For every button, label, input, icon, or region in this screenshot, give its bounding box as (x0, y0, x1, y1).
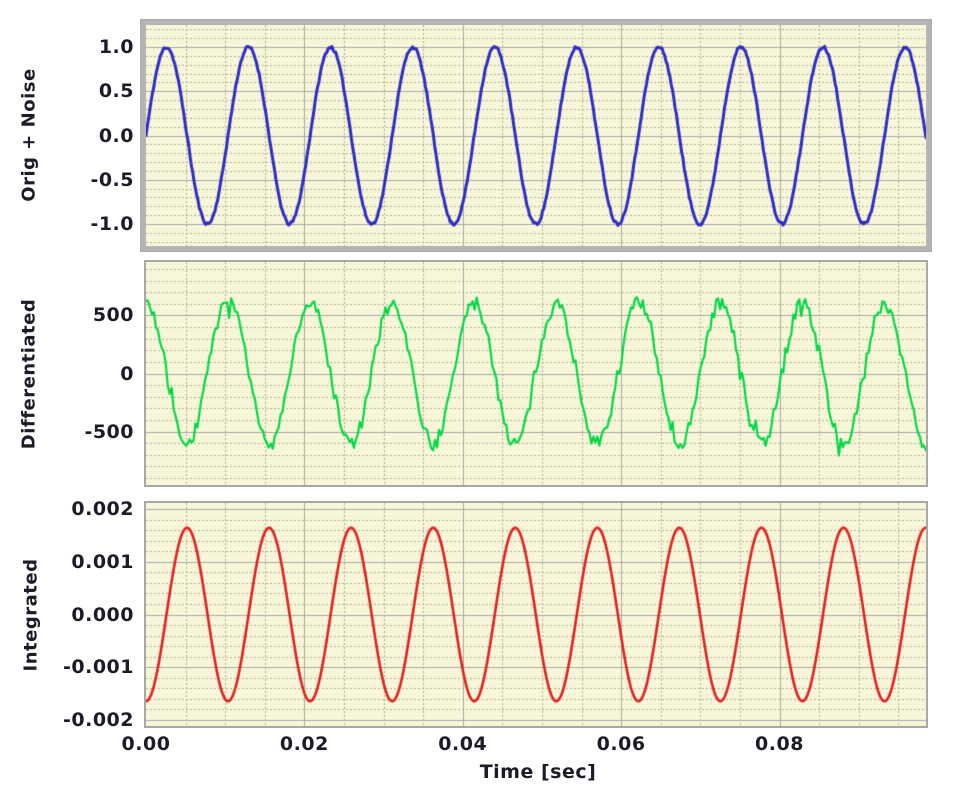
y-tick-label: 0.5 (98, 80, 134, 103)
y-tick-label: 0.0 (98, 124, 134, 147)
y-tick-label: -500 (84, 420, 134, 443)
plot-area-differentiated (144, 260, 928, 487)
y-tick-label: 0.001 (71, 550, 134, 573)
y-tick-label: 0.000 (71, 603, 134, 626)
y-tick-label: -0.5 (90, 168, 134, 191)
y-axis-title-differentiated: Differentiated (18, 298, 40, 450)
x-tick-label: 0.08 (755, 733, 804, 755)
plot-area-orig-noise (141, 20, 931, 251)
integrated-trace-canvas (146, 503, 926, 726)
y-tick-label: -0.001 (63, 656, 134, 679)
x-tick-label: 0.02 (279, 733, 329, 755)
y-tick-label: 0.002 (71, 498, 134, 521)
plot-area-integrated (144, 501, 928, 728)
y-tick-label: 0 (120, 362, 134, 385)
x-tick-label: 0.06 (596, 733, 646, 755)
y-tick-label: -0.002 (63, 708, 134, 731)
x-tick-label: 0.00 (121, 733, 171, 755)
y-tick-label: -1.0 (90, 212, 134, 235)
x-axis-title: Time [sec] (479, 761, 597, 783)
differentiated-trace-canvas (146, 262, 926, 485)
y-axis-title-orig-noise: Orig + Noise (18, 68, 40, 202)
x-tick-label: 0.04 (438, 733, 488, 755)
y-tick-label: 500 (92, 304, 134, 327)
y-tick-label: 1.0 (98, 36, 134, 59)
orig-noise-trace-canvas (146, 25, 926, 246)
